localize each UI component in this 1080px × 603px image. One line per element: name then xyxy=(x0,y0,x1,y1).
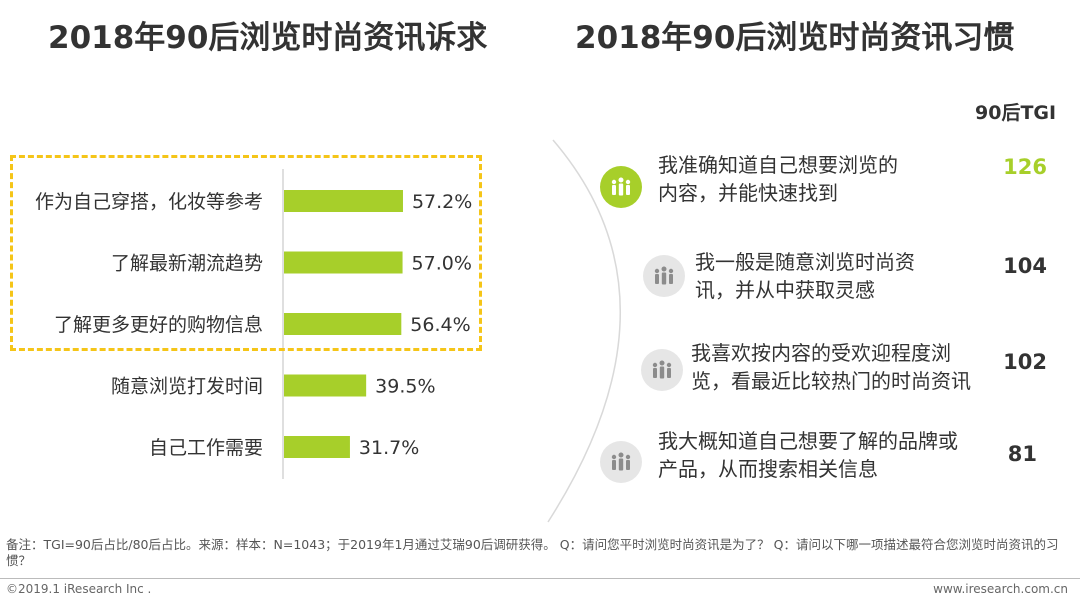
habit-item-4: 我大概知道自己想要了解的品牌或 产品，从而搜索相关信息 xyxy=(658,427,958,483)
left-title: 2018年90后浏览时尚资讯诉求 xyxy=(48,20,488,56)
bar xyxy=(284,251,403,274)
category-label: 了解最新潮流趋势 xyxy=(111,253,263,275)
tgi-value-1: 126 xyxy=(1003,155,1047,179)
bar xyxy=(284,374,367,397)
habit-item-2: 我一般是随意浏览时尚资 讯，并从中获取灵感 xyxy=(695,248,915,304)
habit-item-1: 我准确知道自己想要浏览的 内容，并能快速找到 xyxy=(658,151,898,207)
tgi-value-3: 102 xyxy=(1003,350,1047,374)
tgi-value-4: 81 xyxy=(1007,442,1037,466)
people-icon xyxy=(600,166,642,208)
bar xyxy=(284,190,403,212)
habit-item-2-line1: 我一般是随意浏览时尚资 xyxy=(695,250,915,274)
habit-item-3-line2: 览，看最近比较热门的时尚资讯 xyxy=(691,369,971,393)
people-icon xyxy=(641,349,683,391)
category-label: 自己工作需要 xyxy=(149,437,263,459)
habit-item-1-line2: 内容，并能快速找到 xyxy=(658,181,838,205)
habit-item-2-line2: 讯，并从中获取灵感 xyxy=(695,278,875,302)
highlight-dashed-box xyxy=(10,155,482,351)
copyright: ©2019.1 iResearch Inc . xyxy=(6,582,152,596)
tgi-value-2: 104 xyxy=(1003,254,1047,278)
category-label: 作为自己穿搭，化妆等参考 xyxy=(35,191,263,213)
people-icon xyxy=(643,255,685,297)
website-link: www.iresearch.com.cn xyxy=(933,582,1068,596)
footer-divider xyxy=(0,578,1080,579)
people-icon xyxy=(600,441,642,483)
habit-item-3-line1: 我喜欢按内容的受欢迎程度浏 xyxy=(691,341,951,365)
bar xyxy=(284,436,350,458)
habit-item-1-line1: 我准确知道自己想要浏览的 xyxy=(658,153,898,177)
value-label: 56.4% xyxy=(410,314,470,336)
habit-item-3: 我喜欢按内容的受欢迎程度浏 览，看最近比较热门的时尚资讯 xyxy=(691,339,971,395)
value-label: 57.0% xyxy=(412,253,472,275)
category-label: 随意浏览打发时间 xyxy=(111,376,263,398)
value-label: 31.7% xyxy=(359,437,419,459)
footnote: 备注：TGI=90后占比/80后占比。来源：样本：N=1043；于2019年1月… xyxy=(6,537,1059,568)
value-label: 39.5% xyxy=(375,376,435,398)
habit-item-4-line1: 我大概知道自己想要了解的品牌或 xyxy=(658,429,958,453)
tgi-header: 90后TGI xyxy=(975,102,1057,124)
demand-bar-chart: 作为自己穿搭，化妆等参考 57.2% 了解最新潮流趋势 57.0% 了解更多更好的购物信… xyxy=(35,169,472,479)
bar xyxy=(284,313,402,335)
category-label: 了解更多更好的购物信息 xyxy=(54,314,263,336)
right-title: 2018年90后浏览时尚资讯习惯 xyxy=(575,20,1015,56)
value-label: 57.2% xyxy=(412,191,472,213)
habit-item-4-line2: 产品，从而搜索相关信息 xyxy=(658,457,878,481)
